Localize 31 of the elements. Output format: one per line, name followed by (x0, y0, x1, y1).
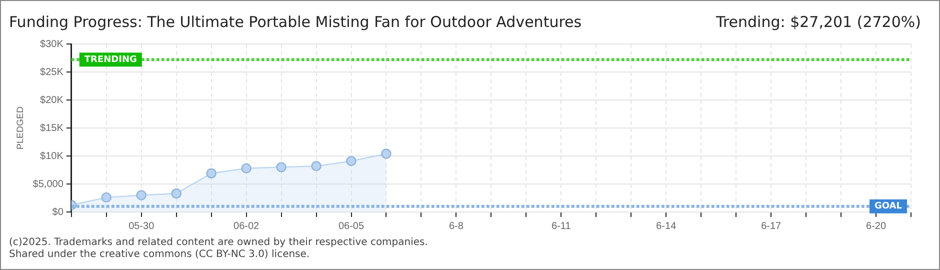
text: Shared under the creative commons (CC BY-NC 3.0) license. (9, 249, 311, 261)
point (241, 163, 252, 174)
y-tick-label: $0 (52, 206, 64, 218)
x-tick-label: 05-30 (128, 220, 155, 232)
chart-title: Funding Progress: The Ultimate Portable Misting Fan for Outdoor Adventures (9, 13, 582, 31)
x-tick-label: 6-14 (656, 220, 677, 232)
point (136, 190, 146, 200)
point (311, 160, 322, 172)
x-tick-label: 06-05 (338, 220, 364, 232)
point (206, 168, 216, 178)
y-tick-label: $30K (40, 38, 64, 50)
point (381, 148, 392, 159)
y-tick-label: $10K (40, 150, 64, 162)
x-tick-label: 06-02 (234, 220, 260, 232)
ref-line-label: TRENDING (84, 55, 137, 66)
x-tick-label: 6-8 (448, 220, 464, 232)
y-tick-label: $25K (40, 66, 64, 78)
y-tick-label: $5,000 (32, 178, 64, 190)
point (171, 188, 182, 199)
text: (c)2025. Trademarks and related content are owned by their respective companies. (9, 237, 428, 249)
ref-line-label: GOAL (874, 202, 902, 212)
y-tick-label: $15K (40, 122, 64, 134)
point (101, 192, 112, 203)
point (276, 162, 286, 172)
x-tick-label: 6-11 (552, 220, 572, 232)
y-axis-title: PLEDGED (14, 106, 25, 150)
y-tick-label: $20K (40, 94, 64, 106)
x-tick-label: 6-20 (866, 220, 886, 232)
point (346, 156, 356, 166)
chart-subtitle: Trending: $27,201 (2720%) (716, 13, 921, 31)
x-tick-label: 6-17 (761, 220, 782, 232)
